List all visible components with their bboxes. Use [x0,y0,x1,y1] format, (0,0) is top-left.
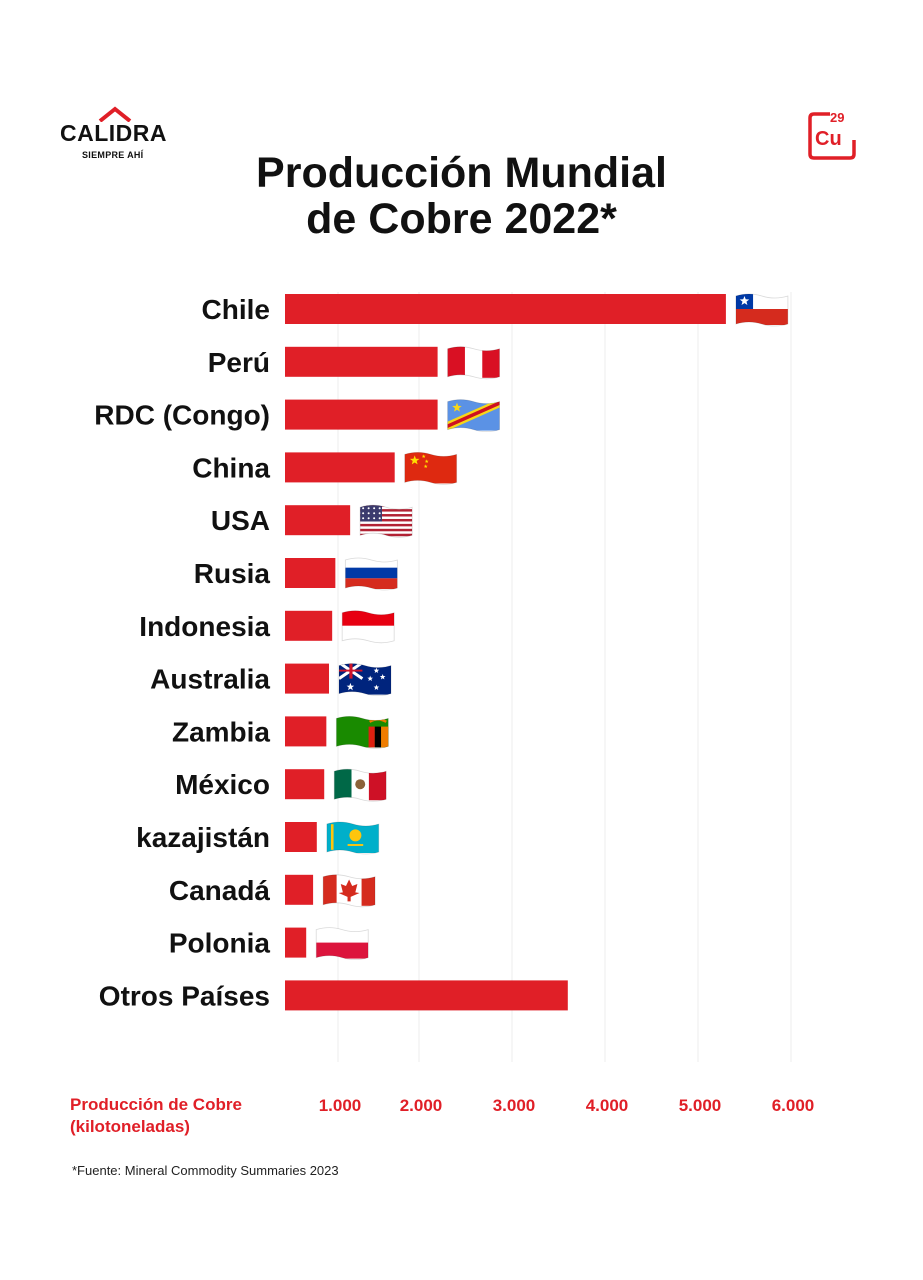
x-tick-label: 1.000 [319,1096,362,1115]
bar [285,505,351,536]
roof-icon [98,106,132,122]
category-label: RDC (Congo) [94,400,270,431]
bar [285,980,568,1011]
copper-element-icon [808,112,856,160]
bar [285,452,395,483]
x-tick-label: 2.000 [400,1096,443,1115]
x-axis-label-line-1: Producción de Cobre [70,1095,242,1114]
zambia-flag [335,716,389,749]
drc-flag [447,399,500,432]
category-label: Polonia [169,928,271,959]
title-line-1: Producción Mundial [256,149,667,197]
x-tick-label: 6.000 [772,1096,815,1115]
category-label: México [175,769,270,800]
title-line-2: de Cobre 2022* [306,195,617,243]
source-note: *Fuente: Mineral Commodity Summaries 202… [72,1163,339,1178]
bar [285,663,329,694]
category-label: kazajistán [136,822,270,853]
category-label: Canadá [169,875,271,906]
category-label: China [192,452,270,483]
category-label: Otros Países [99,980,270,1011]
bar [285,716,327,747]
category-label: Australia [150,664,270,695]
category-label: Perú [208,347,270,378]
bar [285,769,325,800]
bar [285,294,726,324]
category-label: Rusia [194,558,271,589]
kazakhstan-flag [326,821,380,855]
logo-name: CALIDRA [60,120,167,146]
element-number: 29 [830,110,845,125]
mexico-flag [333,768,387,802]
logo-tagline: SIEMPRE AHÍ [82,150,144,160]
category-label: Indonesia [139,611,270,642]
calidra-logo: CALIDRA SIEMPRE AHÍ [60,106,185,166]
poland-flag [315,927,369,960]
x-axis-label-line-2: (kilotoneladas) [70,1117,190,1136]
bar [285,927,307,958]
x-tick-label: 4.000 [586,1096,629,1115]
russia-flag [344,557,398,591]
x-axis-label: Producción de Cobre (kilotoneladas) [70,1094,242,1138]
bar [285,874,314,905]
bar [285,610,333,641]
china-flag [404,452,458,485]
canada-flag [322,874,376,908]
indonesia-flag [341,610,395,644]
x-tick-label: 5.000 [679,1096,722,1115]
category-label: Zambia [172,716,270,747]
usa-flag [359,504,413,538]
category-label: Chile [202,294,270,325]
chart-title: Producción Mundial de Cobre 2022* [150,150,773,242]
australia-flag [338,663,392,696]
peru-flag [447,346,500,380]
chile-flag [735,293,789,327]
category-label: USA [211,505,270,536]
element-symbol: Cu [815,128,842,150]
bar [285,822,317,852]
bar [285,558,336,588]
bar [285,399,438,430]
bar [285,346,438,377]
x-tick-label: 3.000 [493,1096,536,1115]
